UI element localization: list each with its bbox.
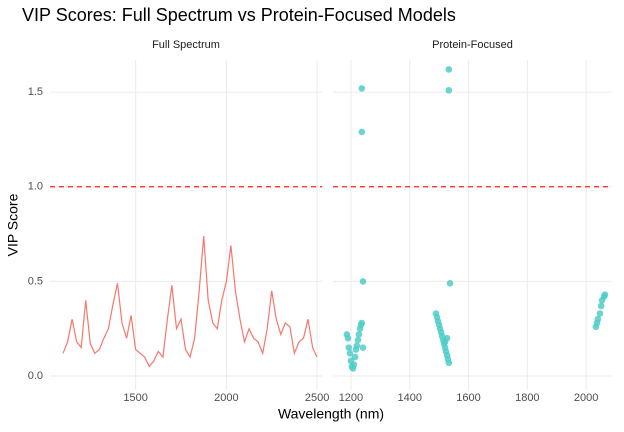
y-tick-label: 0.0 <box>28 370 43 382</box>
point <box>353 342 361 350</box>
x-tick-label: 1400 <box>397 392 421 404</box>
point <box>350 361 358 368</box>
point <box>346 349 354 357</box>
point <box>601 291 609 298</box>
point <box>445 359 453 367</box>
strip-title: Full Spectrum <box>152 39 220 51</box>
point <box>351 353 359 361</box>
point <box>358 319 366 327</box>
x-tick-label: 1800 <box>515 392 539 404</box>
y-axis-title: VIP Score <box>5 193 21 256</box>
x-tick-label: 1600 <box>456 392 480 404</box>
point <box>359 278 367 285</box>
x-tick-label: 2000 <box>214 392 238 404</box>
point <box>358 128 366 136</box>
x-tick-label: 1500 <box>123 392 147 404</box>
x-tick-label: 1200 <box>339 392 363 404</box>
line <box>62 235 318 368</box>
point <box>345 344 353 351</box>
point <box>359 344 367 351</box>
point <box>445 86 453 94</box>
y-tick-label: 0.5 <box>28 275 43 287</box>
point <box>596 310 604 317</box>
point <box>358 85 366 92</box>
point <box>441 338 449 346</box>
y-tick-label: 1.0 <box>28 181 43 193</box>
point <box>344 334 352 342</box>
point <box>597 302 605 310</box>
chart-title: VIP Scores: Full Spectrum vs Protein-Foc… <box>22 5 456 25</box>
x-axis-title: Wavelength (nm) <box>278 406 384 422</box>
point <box>354 336 362 344</box>
x-tick-label: 2500 <box>305 392 329 404</box>
point <box>446 279 454 287</box>
x-tick-label: 2000 <box>574 392 598 404</box>
y-tick-label: 1.5 <box>28 86 43 98</box>
point <box>594 315 602 323</box>
point <box>445 66 453 73</box>
point <box>355 331 363 338</box>
strip-title: Protein-Focused <box>432 39 513 51</box>
